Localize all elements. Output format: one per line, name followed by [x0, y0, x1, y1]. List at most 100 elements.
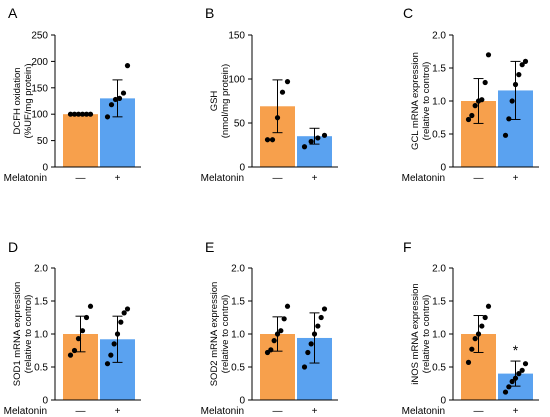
data-point: [284, 303, 291, 309]
data-point: [121, 310, 127, 316]
y-tick-label: 0: [239, 396, 245, 407]
y-axis-label: (relative to control): [23, 295, 34, 374]
significance-marker: *: [513, 342, 519, 358]
data-point: [318, 314, 324, 321]
data-point: [111, 341, 117, 347]
data-point: [87, 111, 94, 117]
y-tick-label: 1.5: [432, 297, 446, 308]
data-point: [485, 303, 492, 309]
y-axis-label: iNOS mRNA expression: [410, 283, 421, 384]
data-point: [479, 97, 485, 103]
y-tick-label: 0.5: [34, 363, 48, 374]
panel-letter: B: [205, 5, 214, 21]
y-axis-label: (relative to control): [421, 295, 432, 374]
data-point: [104, 361, 111, 367]
y-tick-label: 150: [31, 83, 48, 94]
y-axis-label: (%UF/mg protein): [23, 64, 34, 139]
data-point: [116, 95, 123, 101]
panel-letter: A: [8, 5, 18, 21]
data-point: [315, 135, 321, 141]
data-point: [264, 137, 271, 143]
panel-e: E 0 0.5 1.0 1.5 2.0 SOD2 mRNA expression (relat…: [201, 239, 338, 417]
data-point: [506, 384, 512, 390]
data-point: [118, 319, 124, 325]
treatment-label: Melatonin: [402, 406, 445, 417]
data-point: [475, 331, 482, 337]
data-point: [79, 111, 86, 117]
data-point: [301, 144, 308, 150]
y-axis-label: DCFH oxidation: [12, 67, 23, 134]
y-tick-label: 1.0: [34, 330, 48, 341]
data-point: [472, 336, 478, 342]
data-point: [512, 375, 519, 381]
data-point: [71, 347, 78, 354]
data-point: [108, 352, 114, 358]
data-point: [308, 341, 314, 347]
x-tick-label: +: [115, 173, 121, 184]
x-tick-label: +: [312, 406, 318, 417]
x-tick-label: —: [474, 173, 484, 184]
y-tick-label: 0.5: [432, 363, 446, 374]
panel-letter: C: [403, 5, 413, 21]
data-point: [104, 114, 111, 120]
data-point: [519, 62, 525, 68]
data-point: [308, 138, 314, 145]
treatment-label: Melatonin: [201, 173, 244, 184]
x-tick-label: —: [76, 406, 86, 417]
data-point: [269, 137, 276, 143]
data-point: [284, 79, 291, 85]
panel-f: F 0 0.5 1.0 1.5 2.0 iNOS mRNA expression (relat…: [402, 239, 539, 417]
y-tick-label: 150: [228, 31, 245, 42]
data-point: [472, 103, 478, 109]
data-point: [502, 389, 509, 395]
y-tick-label: 1.5: [231, 297, 245, 308]
panel-b: B 0 50 100 150 GSH (nmol/mg protein) Melatonin —…: [201, 5, 338, 184]
y-tick-label: 2.0: [432, 31, 446, 42]
x-tick-label: —: [273, 173, 283, 184]
data-point: [83, 314, 90, 321]
data-point: [522, 361, 529, 367]
treatment-label: Melatonin: [402, 173, 445, 184]
data-point: [274, 331, 281, 337]
x-tick-label: —: [273, 406, 283, 417]
x-tick-label: +: [115, 406, 121, 417]
data-point: [79, 328, 86, 334]
y-tick-label: 100: [31, 110, 48, 121]
data-point: [112, 96, 119, 103]
data-point: [509, 378, 515, 385]
y-axis-label: SOD2 mRNA expression: [209, 282, 220, 387]
data-point: [67, 352, 74, 358]
panel-a: A 0 50 100 150 200 250 DCFH oxidation (%UF/mg pr…: [4, 5, 141, 184]
data-point: [482, 314, 488, 321]
data-point: [281, 316, 287, 322]
x-tick-label: +: [513, 406, 519, 417]
data-point: [114, 331, 121, 337]
data-point: [120, 90, 127, 96]
data-point: [465, 359, 472, 365]
data-point: [108, 102, 115, 108]
data-point: [268, 347, 274, 353]
data-point: [482, 79, 488, 86]
y-tick-label: 0.5: [231, 363, 245, 374]
y-tick-label: 0: [440, 396, 446, 407]
y-tick-label: 50: [37, 136, 49, 147]
treatment-label: Melatonin: [4, 406, 47, 417]
y-tick-label: 0: [42, 163, 48, 174]
data-point: [516, 371, 522, 377]
data-point: [67, 111, 74, 117]
y-tick-label: 0: [440, 163, 446, 174]
data-point: [522, 58, 529, 64]
data-point: [465, 116, 472, 123]
data-point: [124, 63, 131, 69]
data-point: [469, 346, 475, 352]
data-point: [83, 111, 90, 117]
data-point: [279, 89, 286, 95]
y-tick-label: 2.0: [231, 264, 245, 275]
data-point: [485, 52, 492, 58]
data-point: [321, 132, 328, 138]
y-axis-label: (relative to control): [220, 295, 231, 374]
data-point: [509, 98, 515, 104]
y-tick-label: 1.0: [432, 330, 446, 341]
data-point: [469, 112, 475, 119]
